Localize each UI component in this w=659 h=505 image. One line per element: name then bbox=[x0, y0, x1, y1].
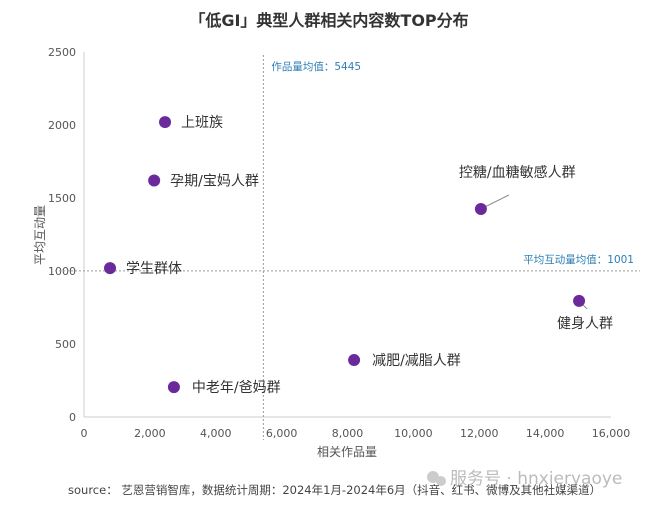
data-point bbox=[348, 354, 361, 367]
data-point-group: 孕期/宝妈人群 bbox=[148, 173, 259, 189]
x-tick-label: 14,000 bbox=[526, 427, 565, 440]
data-point-group: 上班族 bbox=[159, 115, 223, 131]
x-tick-label: 6,000 bbox=[266, 427, 298, 440]
data-point-label: 孕期/宝妈人群 bbox=[170, 173, 259, 189]
x-tick-label: 2,000 bbox=[134, 427, 166, 440]
data-point-label: 学生群体 bbox=[126, 261, 182, 277]
wechat-icon bbox=[427, 471, 439, 483]
data-point bbox=[167, 381, 180, 394]
x-axis-label: 相关作品量 bbox=[317, 445, 377, 459]
watermark-text: 服务号 · hnxieryaoye bbox=[450, 469, 622, 489]
data-point bbox=[159, 116, 172, 129]
data-point-label: 中老年/爸妈群 bbox=[192, 380, 281, 396]
data-point-group: 减肥/减脂人群 bbox=[348, 353, 461, 369]
watermark: 服务号 · hnxieryaoye bbox=[427, 469, 622, 489]
data-point-group: 学生群体 bbox=[104, 261, 182, 277]
mean-x-label: 作品量均值：5445 bbox=[271, 60, 361, 73]
x-tick-label: 12,000 bbox=[460, 427, 499, 440]
x-tick-label: 16,000 bbox=[592, 427, 631, 440]
x-tick-label: 8,000 bbox=[332, 427, 364, 440]
mean-y-label: 平均互动量均值：1001 bbox=[523, 253, 634, 266]
data-point bbox=[474, 202, 487, 215]
chart-title: 「低GI」典型人群相关内容数TOP分布 bbox=[189, 11, 468, 30]
x-tick-label: 4,000 bbox=[200, 427, 232, 440]
data-point bbox=[148, 174, 161, 187]
data-point-label: 减肥/减脂人群 bbox=[372, 353, 461, 369]
data-point-label: 健身人群 bbox=[557, 316, 613, 332]
x-tick-label: 0 bbox=[81, 427, 88, 440]
y-axis-label: 平均互动量 bbox=[33, 205, 47, 265]
y-tick-label: 500 bbox=[55, 338, 76, 351]
wechat-icon-bubble bbox=[436, 476, 446, 486]
data-point bbox=[573, 294, 586, 307]
data-point-group: 中老年/爸妈群 bbox=[167, 380, 281, 396]
data-point-label: 控糖/血糖敏感人群 bbox=[459, 164, 576, 181]
data-point bbox=[104, 262, 117, 275]
y-tick-label: 1000 bbox=[48, 265, 76, 278]
x-tick-label: 10,000 bbox=[394, 427, 433, 440]
data-point-label: 上班族 bbox=[181, 115, 223, 131]
data-point-group: 控糖/血糖敏感人群 bbox=[459, 164, 576, 215]
source-note: source： 艺恩营销智库，数据统计周期：2024年1月-2024年6月（抖音… bbox=[68, 483, 601, 497]
y-tick-label: 1500 bbox=[48, 192, 76, 205]
y-tick-label: 2500 bbox=[48, 46, 76, 59]
data-point-group: 健身人群 bbox=[557, 294, 613, 332]
y-tick-label: 0 bbox=[69, 411, 76, 424]
y-tick-label: 2000 bbox=[48, 119, 76, 132]
